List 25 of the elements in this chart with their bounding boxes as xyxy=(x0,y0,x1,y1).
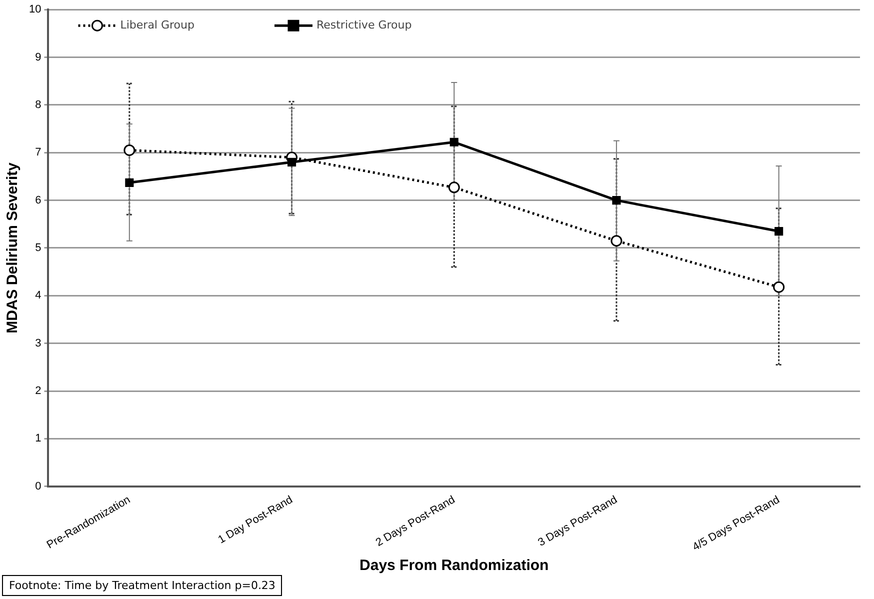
y-tick-label: 7 xyxy=(35,146,42,159)
y-tick-label: 4 xyxy=(35,290,42,302)
y-tick-label: 2 xyxy=(35,385,42,398)
point xyxy=(773,281,785,293)
point xyxy=(448,182,460,194)
text: Footnote: Time by Treatment Interaction p=0.23 xyxy=(2,575,282,596)
point xyxy=(450,138,458,146)
y-tick-label: 1 xyxy=(35,432,42,445)
point xyxy=(125,178,134,187)
point xyxy=(612,196,621,205)
x-axis-title: Days From Randomization xyxy=(360,557,549,574)
y-tick-label: 5 xyxy=(35,242,42,254)
point xyxy=(124,144,136,156)
legend-label: Liberal Group xyxy=(120,18,194,32)
y-tick-label: 6 xyxy=(35,194,42,206)
point xyxy=(610,235,622,247)
y-tick-label: 10 xyxy=(28,4,42,16)
legend-label: Restrictive Group xyxy=(316,18,412,32)
y-axis-title: MDAS Delirium Severity xyxy=(4,162,22,334)
point xyxy=(287,158,296,166)
y-tick-label: 9 xyxy=(35,51,42,64)
y-tick-label: 8 xyxy=(35,98,42,111)
point xyxy=(774,227,784,236)
y-tick-label: 0 xyxy=(35,480,42,492)
y-tick-label: 3 xyxy=(35,337,42,350)
